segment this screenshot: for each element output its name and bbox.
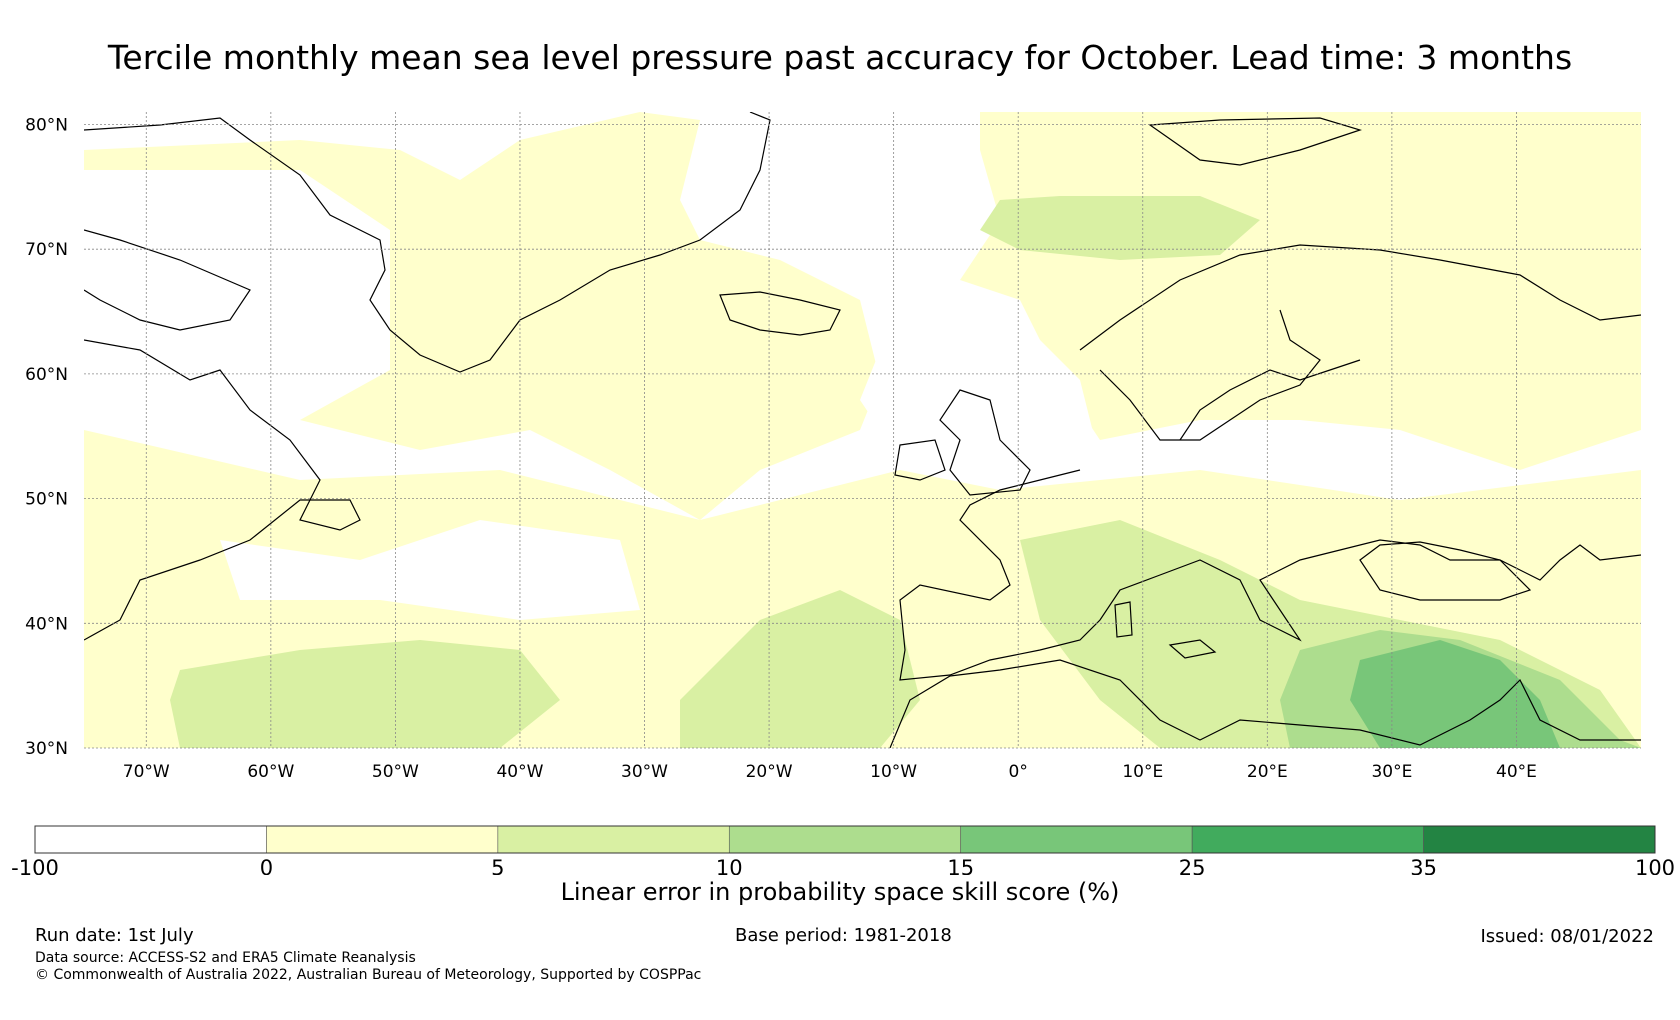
- colorbar: -100 0 5 10 15 25 35 100: [11, 825, 1675, 875]
- colorbar-bins: [34, 825, 1656, 854]
- coastline-scandinavia: [1079, 244, 1641, 441]
- coastline-sardinia: [1114, 601, 1133, 638]
- colorbar-bin: [34, 825, 267, 854]
- colorbar-tick-label: 100: [1635, 856, 1675, 875]
- colorbar-tick-label: 0: [260, 856, 273, 875]
- graticule: [84, 112, 1641, 749]
- coastline-black-sea: [1359, 541, 1532, 601]
- lon-tick-label: 10°E: [1122, 762, 1163, 782]
- skill-region-western-atlantic: [84, 112, 880, 520]
- colorbar-bin: [960, 825, 1193, 854]
- skill-region-levant-high: [1350, 640, 1560, 748]
- colorbar-tick-label: 5: [491, 856, 504, 875]
- longitude-labels: 70°W 60°W 50°W 40°W 30°W 20°W 10°W 0° 10°E 20°E 30…: [123, 762, 1537, 782]
- colorbar-border: [34, 825, 1656, 854]
- lon-tick-label: 20°W: [746, 762, 793, 782]
- data-source: Data source: ACCESS-S2 and ERA5 Climate …: [35, 950, 416, 966]
- lon-tick-label: 30°E: [1371, 762, 1412, 782]
- skill-region-atlantic-south: [170, 640, 560, 748]
- run-date: Run date: 1st July: [35, 925, 194, 946]
- map-title: Tercile monthly mean sea level pressure …: [107, 38, 1573, 77]
- lat-tick-label: 60°N: [25, 365, 68, 385]
- coastline-baltic: [1179, 359, 1361, 441]
- colorbar-bin: [266, 825, 499, 854]
- latitude-labels: 80°N 70°N 60°N 50°N 40°N 30°N: [25, 115, 68, 759]
- lat-tick-label: 40°N: [25, 614, 68, 634]
- skill-region-greenland-sea: [980, 196, 1260, 260]
- colorbar-bin: [728, 825, 962, 854]
- lon-tick-label: 40°W: [496, 762, 543, 782]
- coastlines: [84, 112, 1641, 748]
- colorbar-bin: [1191, 825, 1424, 854]
- lon-tick-label: 70°W: [123, 762, 170, 782]
- base-period: Base period: 1981-2018: [735, 925, 952, 946]
- colorbar-bin: [497, 825, 730, 854]
- coastline-ireland: [894, 439, 946, 481]
- lon-tick-label: 0°: [1009, 762, 1028, 782]
- colorbar-tick-label: 25: [1179, 856, 1206, 875]
- coastline-baffin: [84, 229, 251, 331]
- skill-score-map: 80°N 70°N 60°N 50°N 40°N 30°N 70°W 60°W 50°W 40°…: [25, 112, 1641, 782]
- lon-tick-label: 60°W: [247, 762, 294, 782]
- colorbar-labels: -100 0 5 10 15 25 35 100: [11, 856, 1675, 875]
- lon-tick-label: 50°W: [372, 762, 419, 782]
- coastline-north-africa: [889, 659, 1641, 748]
- coastline-western-europe: [899, 469, 1641, 681]
- coastline-labrador: [84, 339, 361, 641]
- coastline-greenland: [84, 112, 771, 373]
- copyright: © Commonwealth of Australia 2022, Austra…: [35, 967, 702, 983]
- lon-tick-label: 30°W: [621, 762, 668, 782]
- lon-tick-label: 40°E: [1496, 762, 1537, 782]
- lat-tick-label: 30°N: [25, 739, 68, 759]
- lat-tick-label: 50°N: [25, 490, 68, 510]
- lon-tick-label: 10°W: [870, 762, 917, 782]
- colorbar-title: Linear error in probability space skill …: [560, 878, 1120, 906]
- coastline-iceland: [719, 291, 841, 336]
- skill-region-north-sea-blank: [860, 300, 1100, 480]
- colorbar-bin: [1423, 825, 1656, 854]
- colorbar-tick-label: 35: [1410, 856, 1437, 875]
- skill-regions: [84, 112, 1641, 748]
- coastline-svalbard: [1148, 117, 1362, 166]
- lat-tick-label: 70°N: [25, 240, 68, 260]
- skill-region-midatlantic-blank: [220, 520, 640, 620]
- skill-region-iberia: [680, 590, 920, 748]
- coastline-sicily: [1168, 639, 1217, 659]
- colorbar-tick-label: 15: [947, 856, 974, 875]
- lon-tick-label: 20°E: [1247, 762, 1288, 782]
- issued-date: Issued: 08/01/2022: [1480, 926, 1654, 947]
- colorbar-tick-label: 10: [716, 856, 743, 875]
- colorbar-tick-label: -100: [11, 856, 59, 875]
- lat-tick-label: 80°N: [25, 115, 68, 135]
